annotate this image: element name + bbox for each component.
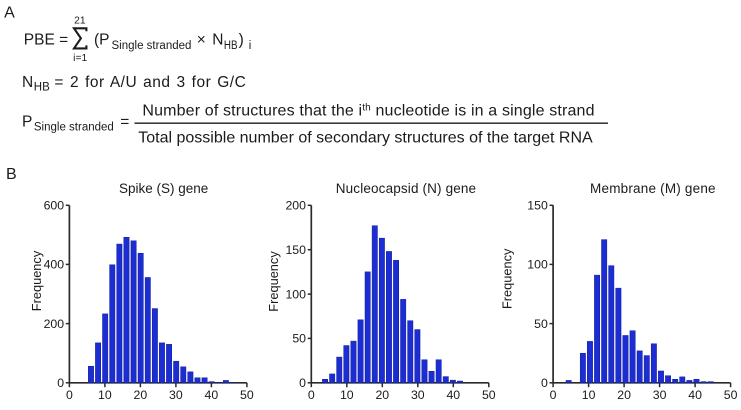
svg-text:10: 10	[340, 388, 354, 402]
svg-text:i=1: i=1	[73, 53, 87, 64]
svg-text:10: 10	[582, 388, 596, 402]
svg-text:Nucleocapsid (N) gene: Nucleocapsid (N) gene	[336, 181, 476, 196]
svg-text:PBE =: PBE =	[24, 32, 68, 49]
svg-text:21: 21	[74, 16, 86, 27]
svg-text:N: N	[22, 74, 33, 91]
svg-text:0: 0	[57, 376, 64, 390]
svg-text:Frequency: Frequency	[500, 248, 515, 309]
svg-text:i: i	[249, 40, 252, 52]
svg-text:150: 150	[285, 243, 306, 257]
svg-text:Total possible number of secon: Total possible number of secondary struc…	[138, 130, 593, 147]
svg-text:10: 10	[98, 388, 112, 402]
svg-text:): )	[239, 32, 244, 49]
svg-text:600: 600	[44, 199, 65, 213]
svg-text:Frequency: Frequency	[29, 250, 44, 311]
svg-text:Spike (S) gene: Spike (S) gene	[119, 181, 208, 196]
svg-text:Single stranded: Single stranded	[112, 40, 192, 52]
svg-text:Single stranded: Single stranded	[34, 122, 114, 134]
svg-text:Frequency: Frequency	[266, 251, 281, 312]
svg-text:50: 50	[724, 388, 738, 402]
svg-text:0: 0	[541, 376, 548, 390]
svg-text:100: 100	[527, 258, 548, 272]
svg-text:N: N	[212, 32, 223, 49]
svg-text:150: 150	[527, 199, 548, 213]
svg-text:20: 20	[134, 388, 148, 402]
svg-text:40: 40	[205, 388, 219, 402]
svg-text:20: 20	[375, 388, 389, 402]
svg-text:P: P	[22, 114, 32, 131]
svg-text:A: A	[4, 4, 15, 21]
svg-text:400: 400	[44, 258, 65, 272]
svg-text:30: 30	[653, 388, 667, 402]
svg-text:0: 0	[308, 388, 315, 402]
svg-text:30: 30	[411, 388, 425, 402]
svg-text:50: 50	[482, 388, 496, 402]
svg-text:Membrane (M) gene: Membrane (M) gene	[590, 181, 716, 196]
svg-text:200: 200	[285, 199, 306, 213]
svg-text:30: 30	[169, 388, 183, 402]
svg-text:50: 50	[240, 388, 254, 402]
svg-text:20: 20	[617, 388, 631, 402]
svg-text:HB: HB	[224, 40, 238, 52]
svg-text:50: 50	[292, 332, 306, 346]
svg-text:= 2 for A/U and 3 for G/C: = 2 for A/U and 3 for G/C	[54, 74, 246, 91]
svg-text:40: 40	[446, 388, 460, 402]
svg-text:50: 50	[534, 317, 548, 331]
svg-text:×: ×	[197, 32, 206, 49]
svg-text:0: 0	[550, 388, 557, 402]
svg-text:=: =	[120, 114, 129, 131]
svg-text:(P: (P	[94, 32, 110, 49]
svg-text:0: 0	[299, 376, 306, 390]
svg-text:40: 40	[688, 388, 702, 402]
svg-text:200: 200	[44, 317, 65, 331]
svg-text:B: B	[6, 166, 17, 183]
svg-text:0: 0	[66, 388, 73, 402]
svg-text:100: 100	[285, 287, 306, 301]
svg-text:HB: HB	[34, 82, 50, 94]
